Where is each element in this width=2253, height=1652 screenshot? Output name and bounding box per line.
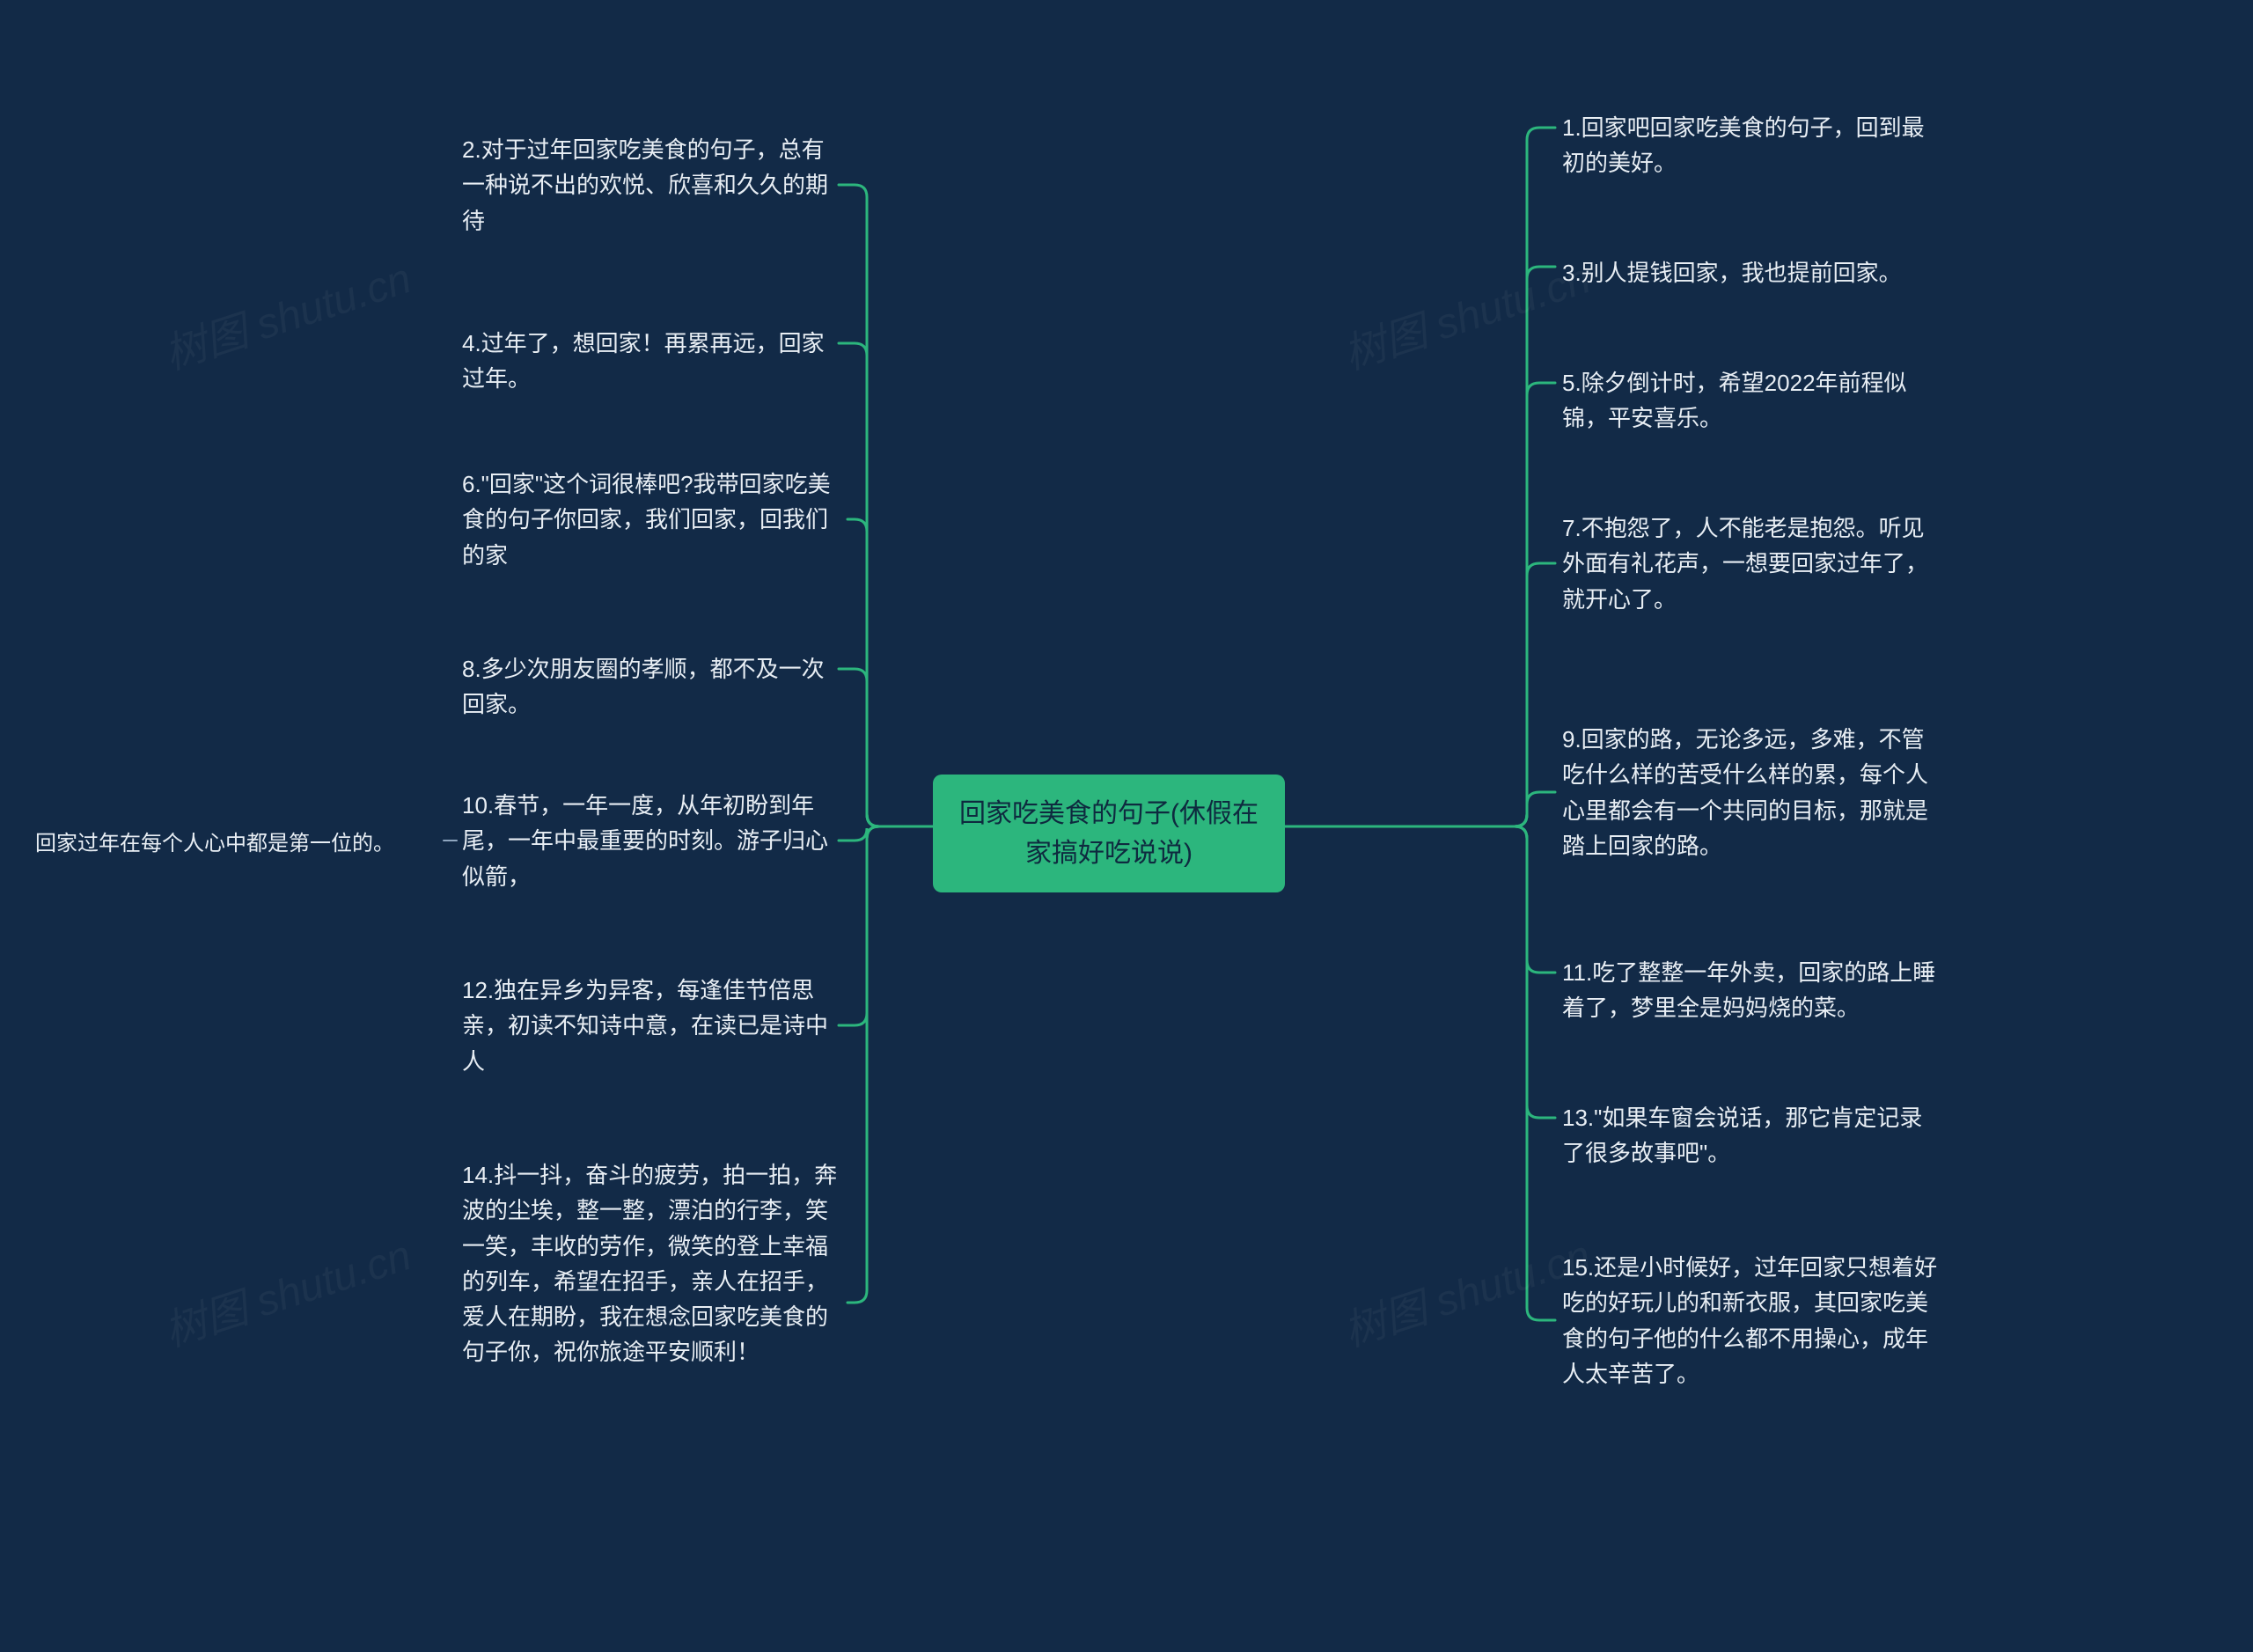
branch-R7[interactable]: 7.不抱怨了，人不能老是抱怨。听见外面有礼花声，一想要回家过年了，就开心了。	[1562, 510, 1941, 617]
branch-L6[interactable]: 6."回家"这个词很棒吧?我带回家吃美食的句子你回家，我们回家，回我们的家	[462, 466, 840, 573]
mindmap-canvas: 回家吃美食的句子(休假在 家搞好吃说说) 2.对于过年回家吃美食的句子，总有一种…	[0, 0, 2253, 1652]
branch-R11[interactable]: 11.吃了整整一年外卖，回家的路上睡着了，梦里全是妈妈烧的菜。	[1562, 955, 1941, 1026]
branch-L14[interactable]: 14.抖一抖，奋斗的疲劳，拍一拍，奔波的尘埃，整一整，漂泊的行李，笑一笑，丰收的…	[462, 1157, 840, 1370]
branch-R5[interactable]: 5.除夕倒计时，希望2022年前程似锦，平安喜乐。	[1562, 365, 1941, 437]
watermark: 树图 shutu.cn	[155, 244, 417, 381]
sub-L10[interactable]: 回家过年在每个人心中都是第一位的。	[35, 828, 440, 860]
branch-L10[interactable]: 10.春节，一年一度，从年初盼到年尾，一年中最重要的时刻。游子归心似箭，	[462, 788, 832, 894]
center-line1: 回家吃美食的句子(休假在	[959, 799, 1259, 828]
branch-R1[interactable]: 1.回家吧回家吃美食的句子，回到最初的美好。	[1562, 110, 1932, 181]
branch-L12[interactable]: 12.独在异乡为异客，每逢佳节倍思亲，初读不知诗中意，在读已是诗中人	[462, 973, 832, 1079]
watermark: 树图 shutu.cn	[1334, 1221, 1596, 1358]
watermark: 树图 shutu.cn	[155, 1221, 417, 1358]
branch-R3[interactable]: 3.别人提钱回家，我也提前回家。	[1562, 255, 1941, 290]
center-topic[interactable]: 回家吃美食的句子(休假在 家搞好吃说说)	[933, 775, 1285, 892]
branch-L8[interactable]: 8.多少次朋友圈的孝顺，都不及一次回家。	[462, 651, 832, 723]
branch-L4[interactable]: 4.过年了，想回家！再累再远，回家过年。	[462, 326, 832, 397]
branch-R9[interactable]: 9.回家的路，无论多远，多难，不管吃什么样的苦受什么样的累，每个人心里都会有一个…	[1562, 722, 1941, 863]
center-line2: 家搞好吃说说)	[1025, 839, 1193, 868]
branch-R15[interactable]: 15.还是小时候好，过年回家只想着好吃的好玩儿的和新衣服，其回家吃美食的句子他的…	[1562, 1250, 1941, 1391]
branch-L2[interactable]: 2.对于过年回家吃美食的句子，总有一种说不出的欢悦、欣喜和久久的期待	[462, 132, 832, 239]
branch-R13[interactable]: 13."如果车窗会说话，那它肯定记录了很多故事吧"。	[1562, 1100, 1941, 1171]
watermark: 树图 shutu.cn	[1334, 244, 1596, 381]
